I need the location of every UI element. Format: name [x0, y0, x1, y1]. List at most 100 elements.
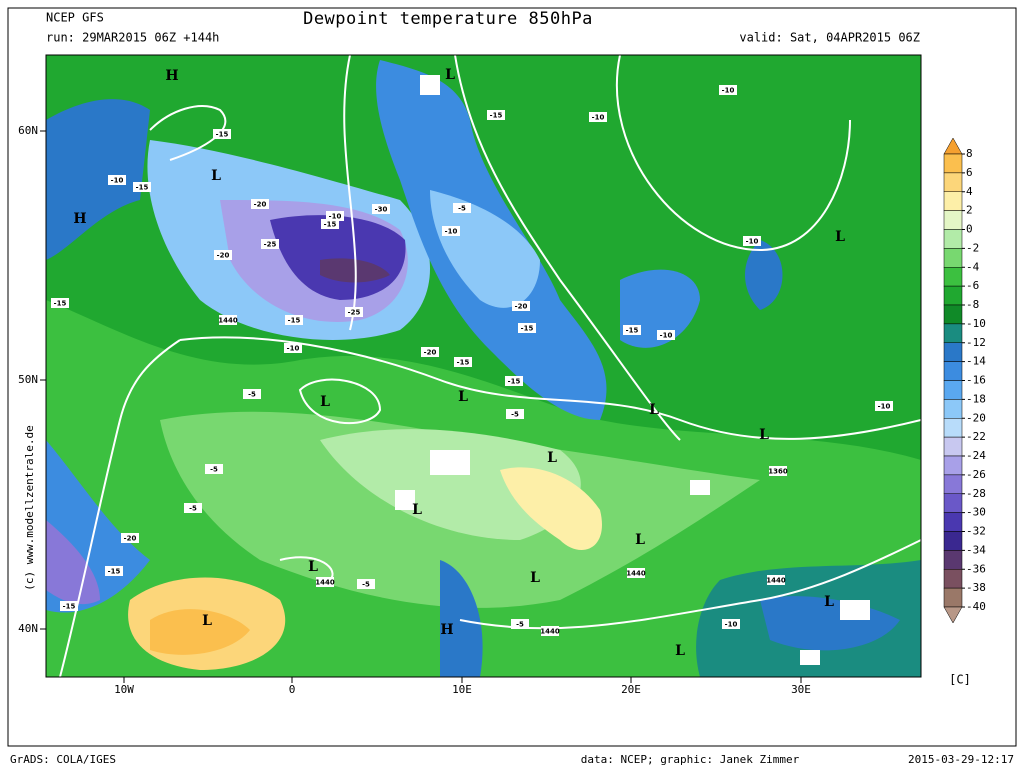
colorbar-label: 8: [966, 147, 973, 160]
contour-label-bg: [421, 347, 439, 357]
contour-label: -15: [324, 221, 337, 229]
contour-label: -15: [54, 300, 67, 308]
contour-label-bg: [213, 129, 231, 139]
contour-label-bg: [511, 619, 529, 629]
colorbar-label: -2: [966, 241, 979, 254]
colorbar-box: [943, 493, 963, 513]
contour-label-bg: [719, 85, 737, 95]
pressure-system: L: [445, 67, 455, 83]
contour-label: -25: [348, 309, 361, 317]
contour-label-bg: [627, 568, 645, 578]
colorbar-box: [943, 380, 963, 400]
unit: [C]: [949, 673, 971, 687]
contour-label-bg: [657, 330, 675, 340]
contour-label-bg: [767, 575, 785, 585]
contour-label-bg: [261, 239, 279, 249]
contour-label: -20: [124, 535, 137, 543]
contour-label: -5: [458, 205, 466, 213]
contour-label: -5: [516, 621, 524, 629]
pressure-system: L: [649, 402, 659, 418]
colorbar-label: -26: [966, 468, 986, 481]
lon-label: 30E: [791, 683, 811, 696]
contour-label: -10: [592, 114, 605, 122]
contour-label-bg: [454, 357, 472, 367]
colorbar-box: [943, 455, 963, 476]
colorbar-label: 4: [966, 185, 973, 198]
contour-label-bg: [243, 389, 261, 399]
colorbar-label: -32: [966, 525, 986, 538]
colorbar-box: [943, 361, 963, 381]
contour-label-bg: [184, 503, 202, 513]
contour-label-bg: [121, 533, 139, 543]
contour-label: -15: [508, 378, 521, 386]
pressure-system: L: [675, 643, 685, 659]
pressure-system: L: [412, 502, 422, 518]
colorbar-box: [943, 304, 963, 325]
contour-label: 1440: [315, 579, 335, 587]
colorbar-box: [943, 172, 963, 192]
colorbar-label: -14: [966, 355, 986, 368]
contour-label: -15: [216, 131, 229, 139]
lon-label: 10E: [452, 683, 472, 696]
lat-label: 60N: [18, 124, 38, 137]
run: run: 29MAR2015 06Z +144h: [46, 31, 219, 45]
contour-label: -5: [362, 581, 370, 589]
colorbar-box: [943, 550, 963, 570]
pressure-system: L: [458, 389, 468, 405]
colorbar-label: -38: [966, 581, 986, 594]
contour-label-bg: [133, 182, 151, 192]
contour-label: -5: [210, 466, 218, 474]
title: Dewpoint temperature 850hPa: [303, 9, 593, 29]
colorbar-triangle: [943, 606, 963, 624]
colorbar-box: [943, 587, 963, 608]
contour-label: 1360: [768, 468, 788, 476]
model: NCEP GFS: [46, 11, 104, 25]
contour-label: -15: [626, 327, 639, 335]
colorbar-box: [943, 399, 963, 419]
contour-label: -15: [63, 603, 76, 611]
contour-label-bg: [512, 301, 530, 311]
lon-label: 20E: [621, 683, 641, 696]
contour-label: 1440: [540, 628, 560, 636]
contour-label: -10: [725, 621, 738, 629]
pressure-system: L: [824, 594, 834, 610]
pressure-system: L: [635, 532, 645, 548]
colorbar-label: -40: [966, 600, 986, 613]
contour-label-bg: [105, 566, 123, 576]
contour-label-bg: [589, 112, 607, 122]
contour-label-bg: [214, 250, 232, 260]
colorbar-label: -34: [966, 543, 986, 556]
pressure-system: H: [165, 68, 178, 84]
lon-label: 0: [289, 683, 296, 696]
contour-label: -10: [111, 177, 124, 185]
contour-label: -10: [746, 238, 759, 246]
pressure-system: L: [759, 427, 769, 443]
contour-label: -10: [878, 403, 891, 411]
colorbar-label: -28: [966, 487, 986, 500]
contour-label-bg: [285, 315, 303, 325]
contour-label: -10: [329, 213, 342, 221]
lat-label: 40N: [18, 622, 38, 635]
colorbar-box: [943, 153, 963, 174]
contour-label: -15: [490, 112, 503, 120]
contour-label-bg: [326, 211, 344, 221]
contour-label-bg: [623, 325, 641, 335]
contour-label: -20: [424, 349, 437, 357]
contour-label-bg: [875, 401, 893, 411]
colorbar-label: -16: [966, 374, 986, 387]
colorbar-triangle: [943, 137, 963, 155]
contour-label: -15: [521, 325, 534, 333]
contour-label: -10: [660, 332, 673, 340]
pressure-system: L: [320, 394, 330, 410]
contour-label: -20: [515, 303, 528, 311]
colorbar-label: -36: [966, 562, 986, 575]
colorbar-label: -6: [966, 279, 979, 292]
contour-label: -20: [254, 201, 267, 209]
pressure-system: L: [530, 570, 540, 586]
contour-label: -15: [136, 184, 149, 192]
contour-label: 1440: [626, 570, 646, 578]
colorbar-box: [943, 323, 963, 343]
contour-label: 1440: [218, 317, 238, 325]
lon-label: 10W: [114, 683, 134, 696]
